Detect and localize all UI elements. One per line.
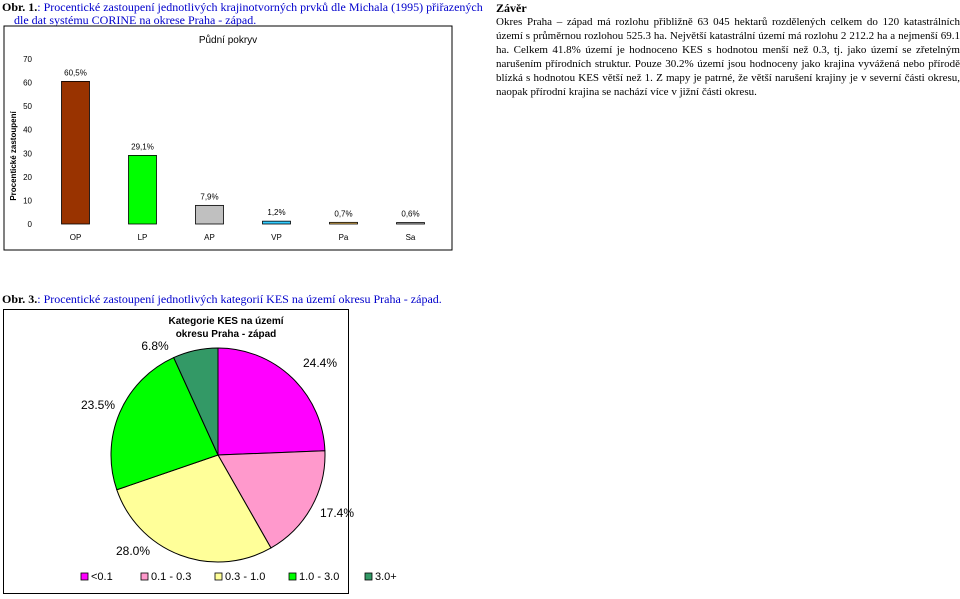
y-tick-label: 40 xyxy=(23,126,32,135)
fig1-caption-line1: : Procentické zastoupení jednotlivých kr… xyxy=(37,0,483,14)
pie-chart-title: Kategorie KES na území okresu Praha - záp… xyxy=(168,316,284,340)
y-tick-label: 20 xyxy=(23,173,32,182)
legend-label: <0.1 xyxy=(91,571,113,583)
bar-data-label: 0,7% xyxy=(334,209,352,218)
pie-slice xyxy=(173,347,219,456)
x-tick-label: Pa xyxy=(339,233,349,242)
y-tick-label: 50 xyxy=(23,102,32,111)
pie-title-line2: okresu Praha - západ xyxy=(176,329,277,340)
bar-data-label: 60,5% xyxy=(64,68,87,77)
y-tick-label: 10 xyxy=(23,196,32,205)
x-tick-label: Sa xyxy=(406,233,416,242)
bar-data-label: 1,2% xyxy=(267,208,285,217)
pie-data-label: 23.5% xyxy=(81,398,115,412)
fig1-number: Obr. 1. xyxy=(2,0,38,14)
fig3-number: Obr. 3. xyxy=(2,292,38,306)
pie-data-label: 28.0% xyxy=(116,544,150,558)
bar-chart-ylabel: Procentické zastoupení xyxy=(9,111,18,201)
bar-chart: Půdní pokryv Procentické zastoupení 0 10 2… xyxy=(3,25,453,251)
bar-Pa xyxy=(329,221,358,225)
pie-data-label: 6.8% xyxy=(141,339,169,353)
pie-slice xyxy=(217,450,326,549)
legend-label: 1.0 - 3.0 xyxy=(299,571,339,583)
bar-OP xyxy=(61,80,90,225)
conclusion-title: Závěr xyxy=(496,1,527,15)
legend-swatch xyxy=(364,572,373,581)
y-tick-label: 30 xyxy=(23,149,32,158)
bar-data-label: 0,6% xyxy=(401,210,419,219)
fig3-caption-text: : Procentické zastoupení jednotlivých ka… xyxy=(37,292,442,306)
pie-chart-legend: <0.1 0.1 - 0.3 0.3 - 1.0 1.0 - 3.0 3.0+ xyxy=(80,571,397,583)
y-tick-label: 60 xyxy=(23,79,32,88)
x-tick-label: VP xyxy=(271,233,282,242)
bar-data-label: 29,1% xyxy=(131,142,154,151)
pie-slice xyxy=(217,347,326,456)
legend-label: 0.1 - 0.3 xyxy=(151,571,191,583)
pie-slice xyxy=(116,454,272,563)
pie-title-line1: Kategorie KES na území xyxy=(168,316,284,327)
fig1-caption: Obr. 1.: Procentické zastoupení jednotli… xyxy=(2,1,492,27)
y-tick-label: 0 xyxy=(28,220,33,229)
x-tick-label: LP xyxy=(138,233,148,242)
bar-AP xyxy=(195,204,224,225)
conclusion-text: Okres Praha – západ má rozlohu přibližně… xyxy=(496,16,960,98)
pie-chart-plot: 24.4% 17.4% 28.0% 23.5% 6.8% xyxy=(81,339,354,563)
legend-label: 0.3 - 1.0 xyxy=(225,571,265,583)
legend-swatch xyxy=(140,572,149,581)
bar-VP xyxy=(262,220,291,225)
fig1-caption-line2: dle dat systému CORINE na okrese Praha -… xyxy=(14,13,257,27)
bar-chart-title: Půdní pokryv xyxy=(199,34,257,46)
pie-data-label: 17.4% xyxy=(320,506,354,520)
y-tick-label: 70 xyxy=(23,55,32,64)
x-tick-label: AP xyxy=(204,233,215,242)
pie-slice xyxy=(110,356,219,491)
x-tick-label: OP xyxy=(70,233,82,242)
legend-swatch xyxy=(288,572,297,581)
legend-swatch xyxy=(80,572,89,581)
bar-Sa xyxy=(396,222,425,225)
pie-chart: Kategorie KES na území okresu Praha - záp… xyxy=(3,309,397,594)
bar-LP xyxy=(128,155,157,225)
fig3-caption: Obr. 3.: Procentické zastoupení jednotli… xyxy=(2,293,502,306)
conclusion-section: Závěr Okres Praha – západ má rozlohu při… xyxy=(496,1,960,99)
pie-data-label: 24.4% xyxy=(303,356,337,370)
bar-data-label: 7,9% xyxy=(200,192,218,201)
legend-swatch xyxy=(214,572,223,581)
bar-chart-plot: 0 10 20 30 40 50 60 70 60,5% OP 29,1% LP 7,9% AP 1,2% V… xyxy=(23,55,425,242)
legend-label: 3.0+ xyxy=(375,571,397,583)
